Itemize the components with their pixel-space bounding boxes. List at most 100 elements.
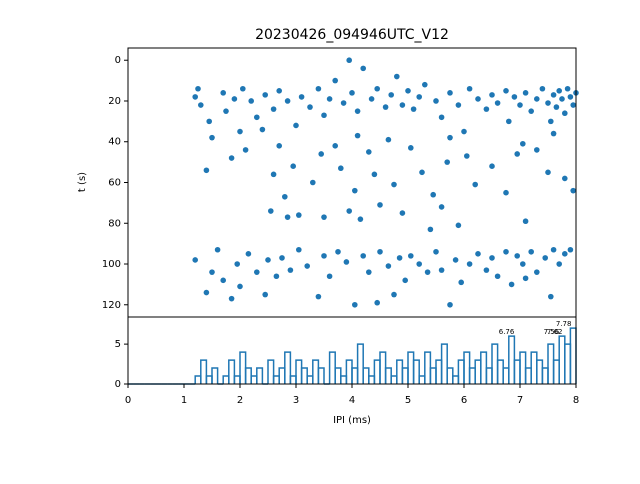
histogram-bin xyxy=(356,343,364,384)
point xyxy=(321,112,327,119)
point xyxy=(438,267,445,273)
chart-title: 20230426_094946UTC_V12 xyxy=(255,27,449,43)
point xyxy=(296,212,302,218)
histogram-bin xyxy=(200,359,208,384)
point xyxy=(245,251,252,257)
point xyxy=(354,132,361,139)
point xyxy=(447,134,453,141)
point xyxy=(192,94,198,100)
point xyxy=(542,255,548,261)
point xyxy=(416,261,423,267)
point xyxy=(562,175,568,182)
point xyxy=(259,126,266,133)
point xyxy=(427,226,434,233)
point xyxy=(430,191,437,198)
point xyxy=(489,163,495,169)
annotation: 7.62 xyxy=(547,328,563,336)
point xyxy=(489,255,495,261)
point xyxy=(368,96,375,102)
point xyxy=(438,204,445,210)
point xyxy=(545,100,551,106)
point xyxy=(511,94,518,100)
point xyxy=(410,106,417,112)
point xyxy=(326,96,333,102)
point xyxy=(377,248,383,255)
point xyxy=(534,96,540,102)
point xyxy=(262,92,269,98)
point xyxy=(489,92,495,98)
point xyxy=(514,151,520,157)
histogram-bin xyxy=(267,359,275,384)
point xyxy=(298,94,305,100)
point xyxy=(553,104,560,110)
point xyxy=(237,128,243,135)
point xyxy=(522,275,529,282)
point xyxy=(354,108,361,114)
point xyxy=(296,246,302,253)
point xyxy=(559,96,565,102)
histogram-bin xyxy=(412,359,420,384)
point xyxy=(520,140,526,147)
point xyxy=(248,98,254,104)
point xyxy=(268,208,274,214)
x-tick-label: 8 xyxy=(573,395,579,406)
point xyxy=(522,218,529,225)
point xyxy=(522,90,529,96)
point xyxy=(548,293,554,300)
point xyxy=(270,171,277,178)
histogram-bin xyxy=(211,367,219,384)
point xyxy=(270,106,277,112)
point xyxy=(567,246,574,253)
histogram-bin xyxy=(317,367,325,384)
point xyxy=(326,273,333,280)
point xyxy=(198,102,204,108)
point xyxy=(385,263,392,269)
point xyxy=(385,136,392,143)
point xyxy=(304,263,311,269)
point xyxy=(534,269,540,275)
point xyxy=(455,102,462,108)
point xyxy=(483,106,490,112)
point xyxy=(539,85,546,92)
point xyxy=(556,87,562,94)
point xyxy=(466,261,473,267)
point xyxy=(228,155,235,161)
point xyxy=(545,169,551,176)
point xyxy=(340,100,347,106)
point xyxy=(315,85,322,92)
x-tick-label: 4 xyxy=(349,395,355,406)
point xyxy=(422,81,428,88)
point xyxy=(550,130,557,137)
point xyxy=(253,269,260,275)
point xyxy=(307,104,313,110)
y-axis-label: t (s) xyxy=(77,172,88,192)
x-axis-label: IPI (ms) xyxy=(333,415,371,426)
point xyxy=(475,251,481,257)
point xyxy=(550,92,557,98)
point xyxy=(371,171,378,178)
histogram-bin xyxy=(284,351,292,384)
point xyxy=(287,267,294,273)
point xyxy=(461,128,467,135)
y-tick-label: 40 xyxy=(108,137,121,148)
point xyxy=(332,77,339,84)
y-tick-label: 0 xyxy=(115,379,121,390)
point xyxy=(242,147,249,153)
point xyxy=(408,145,414,151)
y-tick-label: 80 xyxy=(108,218,121,229)
point xyxy=(452,257,459,263)
point xyxy=(346,57,353,64)
point xyxy=(220,277,226,284)
point xyxy=(567,94,574,100)
point xyxy=(564,85,571,92)
point xyxy=(223,108,229,114)
y-tick-label: 100 xyxy=(102,259,121,270)
y-tick-label: 120 xyxy=(102,300,121,311)
point xyxy=(447,90,453,96)
point xyxy=(382,104,389,110)
point xyxy=(433,98,439,104)
y-tick-label: 0 xyxy=(115,55,121,66)
point xyxy=(458,279,465,286)
